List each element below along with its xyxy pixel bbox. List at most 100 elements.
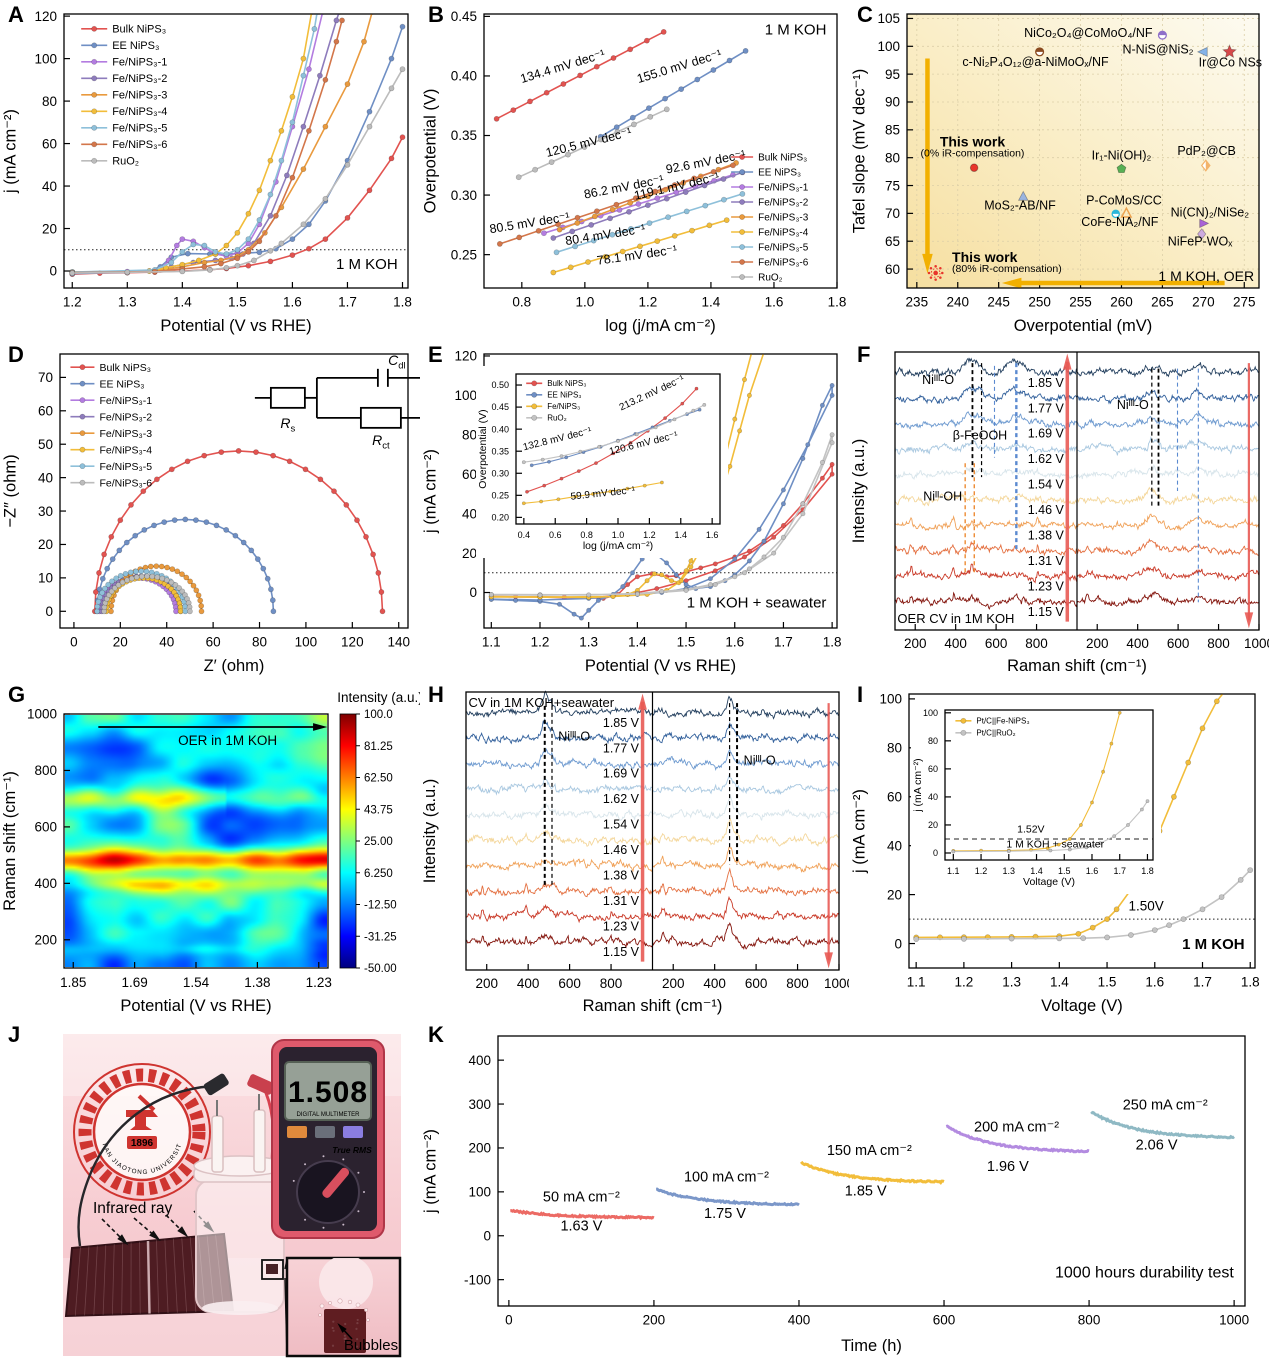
svg-text:40: 40 — [159, 635, 174, 650]
svg-text:60: 60 — [885, 262, 900, 277]
svg-text:1.7: 1.7 — [1193, 975, 1212, 990]
svg-text:200: 200 — [643, 1313, 666, 1328]
svg-text:1.1: 1.1 — [947, 866, 960, 876]
svg-text:0.4: 0.4 — [518, 530, 531, 540]
svg-text:120: 120 — [454, 349, 477, 364]
panel-label-J: J — [8, 1022, 21, 1047]
svg-text:-12.50: -12.50 — [364, 900, 397, 912]
svg-text:25.00: 25.00 — [364, 836, 393, 848]
panel-label-F: F — [857, 342, 871, 367]
svg-text:1.7: 1.7 — [338, 295, 357, 310]
svg-text:1.4: 1.4 — [628, 635, 647, 650]
experiment-photo: 1896XI'AN JIAOTONG UNIVERSITYInfrared ra… — [0, 1020, 420, 1360]
svg-text:Fe/NiPS₃-5: Fe/NiPS₃-5 — [112, 123, 167, 135]
svg-text:1000: 1000 — [27, 707, 57, 722]
svg-text:0.45: 0.45 — [491, 402, 509, 412]
svg-text:Fe/NiPS₃-1: Fe/NiPS₃-1 — [99, 395, 152, 407]
svg-text:Fe/NiPS₃-4: Fe/NiPS₃-4 — [99, 444, 152, 456]
svg-text:1.7: 1.7 — [774, 635, 793, 650]
svg-text:85: 85 — [885, 123, 900, 138]
svg-text:80: 80 — [42, 94, 57, 109]
svg-text:1.31 V: 1.31 V — [603, 894, 640, 908]
svg-text:log (j/mA cm⁻²): log (j/mA cm⁻²) — [605, 317, 715, 335]
svg-text:Ir@Co NSs: Ir@Co NSs — [1199, 55, 1262, 69]
svg-text:EE NiPS₃: EE NiPS₃ — [547, 391, 581, 400]
svg-text:400: 400 — [944, 636, 967, 651]
durability-chart: 0 200 400 600 800 1000 -100 0 100 200 300 400 Time (… — [420, 1020, 1269, 1360]
svg-text:1.96 V: 1.96 V — [987, 1159, 1029, 1175]
svg-text:j (mA cm⁻²): j (mA cm⁻²) — [422, 1129, 440, 1214]
svg-text:43.75: 43.75 — [364, 804, 393, 816]
panel-label-D: D — [8, 342, 24, 367]
svg-text:EE NiPS₃: EE NiPS₃ — [112, 40, 159, 52]
svg-text:Fe/NiPS₃-5: Fe/NiPS₃-5 — [758, 243, 809, 254]
svg-text:1.5: 1.5 — [1098, 975, 1117, 990]
svg-text:200: 200 — [475, 976, 498, 991]
comparison-scatter-chart: 235 240 245 250 255 260 265 270 275 60 65 70 75 80 85 9… — [849, 0, 1269, 340]
svg-text:Potential (V vs RHE): Potential (V vs RHE) — [160, 317, 311, 335]
svg-text:Fe/NiPS₃-2: Fe/NiPS₃-2 — [99, 411, 152, 423]
svg-text:300: 300 — [468, 1097, 491, 1112]
svg-text:Intensity (a.u.): Intensity (a.u.) — [421, 779, 439, 884]
svg-text:Voltage (V): Voltage (V) — [1023, 876, 1075, 888]
svg-text:True RMS: True RMS — [332, 1145, 372, 1155]
svg-text:1896: 1896 — [131, 1138, 154, 1149]
svg-text:1.6: 1.6 — [1145, 975, 1164, 990]
svg-text:1.50V: 1.50V — [1129, 899, 1164, 914]
svg-text:1.1: 1.1 — [482, 635, 501, 650]
svg-text:800: 800 — [1025, 636, 1048, 651]
svg-text:62.50: 62.50 — [364, 773, 393, 785]
svg-text:1.63 V: 1.63 V — [560, 1218, 602, 1234]
svg-text:0.25: 0.25 — [491, 490, 509, 500]
svg-text:Intensity (a.u.): Intensity (a.u.) — [850, 439, 868, 544]
svg-text:1.85 V: 1.85 V — [845, 1183, 887, 1199]
svg-text:75: 75 — [885, 178, 900, 193]
svg-text:70: 70 — [885, 206, 900, 221]
panel-I-inset: 1.1 1.2 1.3 1.4 1.5 1.6 1.7 1.8 0 20 40 60 80 100 Volt… — [911, 702, 1161, 894]
svg-text:1.23: 1.23 — [306, 975, 332, 990]
svg-text:800: 800 — [34, 763, 57, 778]
svg-text:1.69 V: 1.69 V — [1028, 427, 1065, 441]
svg-text:400: 400 — [468, 1053, 491, 1068]
svg-text:100: 100 — [879, 692, 902, 707]
svg-text:1.23 V: 1.23 V — [603, 919, 640, 933]
two-electrode-chart: 1.1 1.2 1.3 1.4 1.5 1.6 1.7 1.8 0 20 40 60 80 100 Volt… — [849, 680, 1269, 1020]
panel-E-inset: 0.4 0.6 0.8 1.0 1.2 1.4 1.6 0.20 0.25 0.30 0.35 0.4… — [476, 366, 728, 558]
svg-text:c-Ni₂P₄O₁₂@a-NiMoOₓ/NF: c-Ni₂P₄O₁₂@a-NiMoOₓ/NF — [962, 55, 1109, 69]
panel-A: A 1.2 1.3 1.4 1.5 1.6 1.7 1.8 0 20 40 60 80 100 120 Po… — [0, 0, 420, 340]
svg-text:Fe/NiPS₃-6: Fe/NiPS₃-6 — [112, 139, 167, 151]
svg-text:245: 245 — [987, 295, 1010, 310]
svg-text:Fe/NiPS₃-1: Fe/NiPS₃-1 — [758, 183, 809, 194]
panel-E: E 1.1 1.2 1.3 1.4 1.5 1.6 1.7 1.8 0 20 40 60 80 100 12… — [420, 340, 849, 680]
svg-text:60: 60 — [887, 789, 902, 804]
svg-text:600: 600 — [745, 976, 768, 991]
svg-text:1.23 V: 1.23 V — [1028, 579, 1065, 593]
svg-text:Bubbles: Bubbles — [344, 1337, 398, 1354]
svg-text:1.46 V: 1.46 V — [1028, 503, 1065, 517]
panel-label-K: K — [428, 1022, 444, 1047]
panel-F: F 1.85 V 1.77 V 1.69 V 1.62 V 1.54 V 1.46 V 1.… — [849, 340, 1269, 680]
svg-text:1000: 1000 — [1219, 1313, 1249, 1328]
svg-text:1.4: 1.4 — [173, 295, 192, 310]
svg-text:1.85 V: 1.85 V — [603, 716, 640, 730]
svg-text:80: 80 — [885, 150, 900, 165]
svg-text:250 mA cm⁻²: 250 mA cm⁻² — [1123, 1097, 1208, 1113]
svg-text:100: 100 — [34, 51, 57, 66]
svg-text:100: 100 — [923, 708, 938, 718]
svg-text:N-NiS@NiS₂: N-NiS@NiS₂ — [1122, 43, 1193, 57]
svg-text:Raman shift (cm⁻¹): Raman shift (cm⁻¹) — [583, 997, 723, 1015]
svg-text:1.4: 1.4 — [1030, 866, 1043, 876]
svg-text:Fe/NiPS₃-4: Fe/NiPS₃-4 — [112, 106, 167, 118]
svg-text:134.4 mV dec⁻¹: 134.4 mV dec⁻¹ — [519, 47, 607, 86]
svg-text:600: 600 — [558, 976, 581, 991]
svg-text:40: 40 — [42, 179, 57, 194]
svg-text:1.77 V: 1.77 V — [603, 741, 640, 755]
svg-text:1.2: 1.2 — [639, 295, 658, 310]
svg-text:20: 20 — [113, 635, 128, 650]
svg-text:120: 120 — [34, 9, 57, 24]
svg-text:Overpotential (V): Overpotential (V) — [422, 89, 440, 214]
svg-text:240: 240 — [946, 295, 969, 310]
svg-text:200 mA cm⁻²: 200 mA cm⁻² — [974, 1119, 1059, 1135]
svg-text:100.0: 100.0 — [364, 709, 393, 721]
svg-text:P-CoMoS/CC: P-CoMoS/CC — [1086, 193, 1162, 207]
